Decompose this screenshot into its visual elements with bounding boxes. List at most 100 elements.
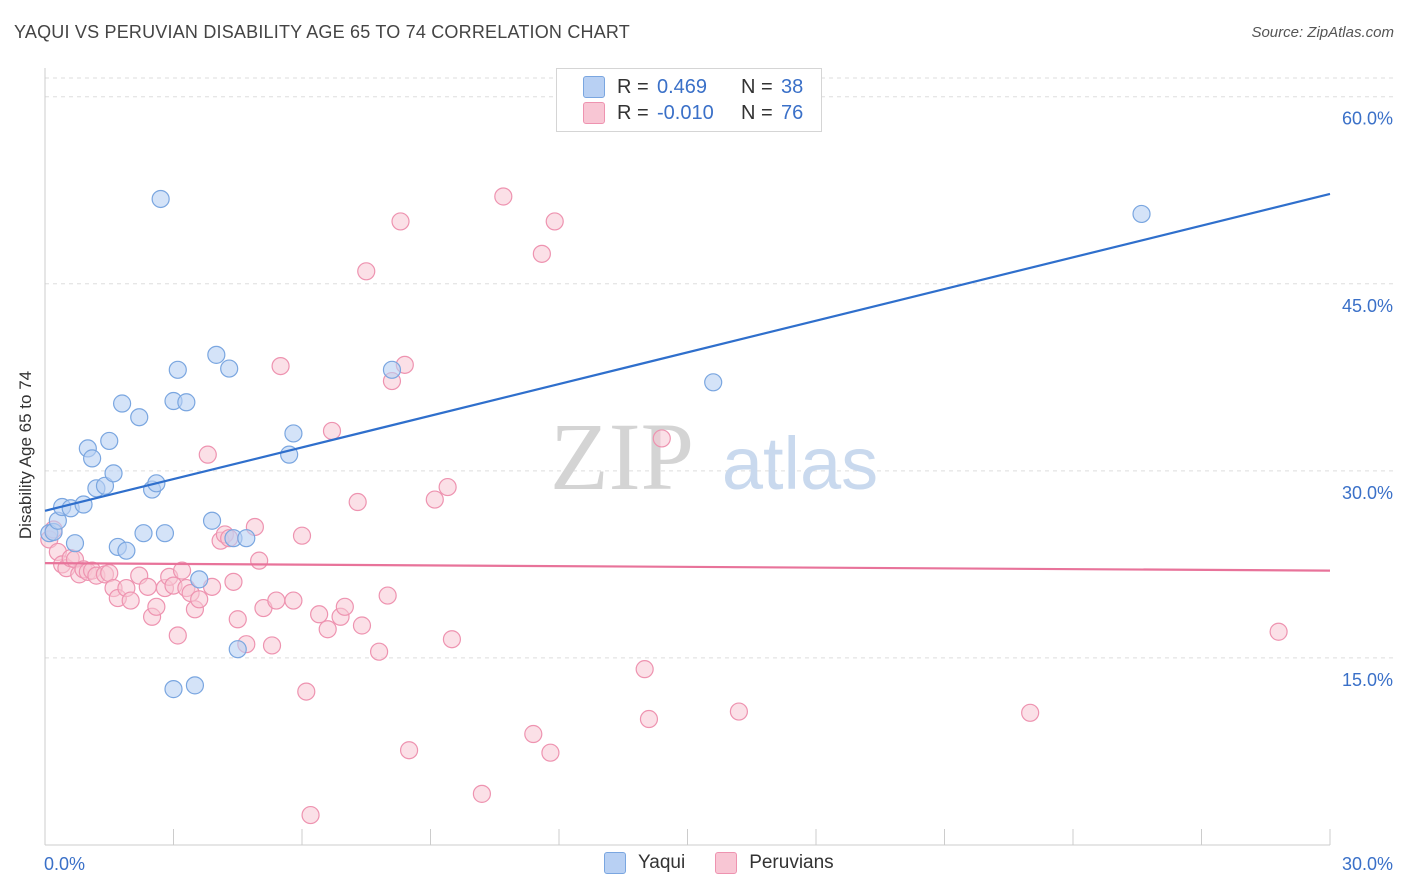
peruvians-point (224, 572, 243, 591)
r-value: 0.469 (657, 75, 708, 98)
peruvians-point (147, 597, 166, 616)
peruvians-point (1021, 703, 1040, 722)
yaqui-point (164, 680, 183, 699)
peruvians-point (292, 526, 312, 545)
peruvians-point (442, 630, 462, 649)
yaqui-point (130, 408, 149, 427)
peruvians-point (1269, 622, 1288, 641)
r-label: R = (617, 75, 649, 98)
legend-label: Yaqui (638, 852, 686, 873)
peruvians-swatch (583, 102, 605, 124)
gridlines (45, 77, 1395, 659)
peruvians-point (541, 743, 560, 762)
peruvians-point (322, 421, 342, 441)
legend-row-yaqui: R = 0.469 N = 38 (583, 75, 803, 99)
peruvians-point (472, 784, 491, 803)
peruvians-point (524, 724, 543, 744)
yaqui-point (104, 464, 123, 483)
peruvians-point (198, 445, 217, 464)
n-label: N = (741, 75, 773, 98)
peruvians-point (494, 187, 513, 206)
peruvians-point (635, 660, 654, 679)
yaqui-point (83, 449, 102, 468)
n-value: 76 (781, 101, 804, 124)
r-label: R = (617, 101, 649, 124)
peruvians-point (301, 805, 320, 825)
yaqui-point (168, 360, 187, 379)
peruvians-point (310, 605, 329, 624)
yaqui-swatch (583, 76, 605, 98)
yaqui-point (112, 394, 132, 413)
peruvians-point (545, 212, 564, 231)
yaqui-point (207, 345, 226, 364)
legend-label: Peruvians (749, 852, 834, 873)
yaqui-point (220, 359, 239, 378)
peruvians-point (228, 610, 247, 629)
n-label: N = (741, 101, 773, 124)
n-value: 38 (781, 75, 804, 98)
tick-labels: 15.0% 30.0% 45.0% 60.0% 0.0% 30.0% (44, 109, 1393, 874)
peruvians-point (532, 244, 551, 263)
peruvians-point (250, 551, 269, 570)
peruvians-point (267, 591, 286, 610)
yaqui-point (1132, 204, 1151, 224)
yaqui-point (704, 373, 723, 392)
peruvians-point (370, 642, 389, 661)
yaqui-point (190, 570, 209, 589)
y-tick-label: 15.0% (1342, 670, 1393, 690)
yaqui-point (74, 495, 93, 514)
peruvians-point (262, 636, 282, 655)
peruvians-point (172, 561, 192, 580)
peruvians-point (399, 741, 419, 760)
yaqui-point (151, 189, 170, 209)
source-label: Source: ZipAtlas.com (1251, 24, 1394, 41)
peruvians-point (729, 702, 749, 721)
peruvians-point (121, 591, 140, 610)
legend-row-peruvians: R = -0.010 N = 76 (583, 101, 803, 125)
legend-item-peruvians[interactable]: Peruvians (715, 852, 834, 874)
peruvians-point (391, 212, 410, 231)
watermark: ZIP atlas (550, 403, 878, 510)
peruvians-trend-line (44, 562, 1331, 572)
y-tick-label: 30.0% (1342, 483, 1393, 503)
peruvians-point (271, 356, 290, 376)
yaqui-point (95, 476, 115, 495)
peruvians-point (284, 591, 303, 610)
peruvians-point (190, 590, 209, 609)
y-tick-label: 60.0% (1342, 109, 1393, 129)
peruvians-point (318, 620, 337, 639)
yaqui-point (155, 524, 175, 543)
peruvians-point (138, 577, 157, 596)
peruvians-point (438, 477, 457, 497)
correlation-legend: R = 0.469 N = 38 R = -0.010 N = 76 (556, 68, 822, 132)
yaqui-point (228, 640, 247, 659)
peruvians-point (425, 490, 444, 509)
peruvians-point (352, 616, 372, 635)
yaqui-point (284, 424, 303, 443)
peruvians-point (639, 709, 659, 729)
peruvians-point (378, 586, 397, 605)
yaqui-trend-line (44, 192, 1331, 512)
yaqui-point (65, 534, 85, 553)
watermark-zip: ZIP (550, 403, 694, 510)
yaqui-point (100, 431, 119, 451)
yaqui-point (177, 393, 196, 412)
yaqui-point (382, 360, 402, 379)
yaqui-swatch (604, 852, 626, 874)
legend-item-yaqui[interactable]: Yaqui (604, 852, 685, 874)
chart-title: YAQUI VS PERUVIAN DISABILITY AGE 65 TO 7… (14, 22, 630, 42)
watermark-atlas: atlas (722, 422, 878, 505)
yaqui-point (237, 529, 256, 548)
peruvians-point (100, 564, 119, 583)
peruvians-point (348, 492, 367, 512)
series-legend: Yaqui Peruvians (604, 852, 864, 874)
peruvians-point (652, 429, 671, 448)
y-tick-label: 45.0% (1342, 296, 1393, 316)
peruvians-point (168, 626, 187, 645)
peruvians-swatch (715, 852, 738, 874)
x-tick-label: 30.0% (1342, 854, 1393, 874)
axes (44, 68, 1331, 846)
yaqui-point (117, 541, 136, 560)
peruvians-point (357, 262, 376, 281)
